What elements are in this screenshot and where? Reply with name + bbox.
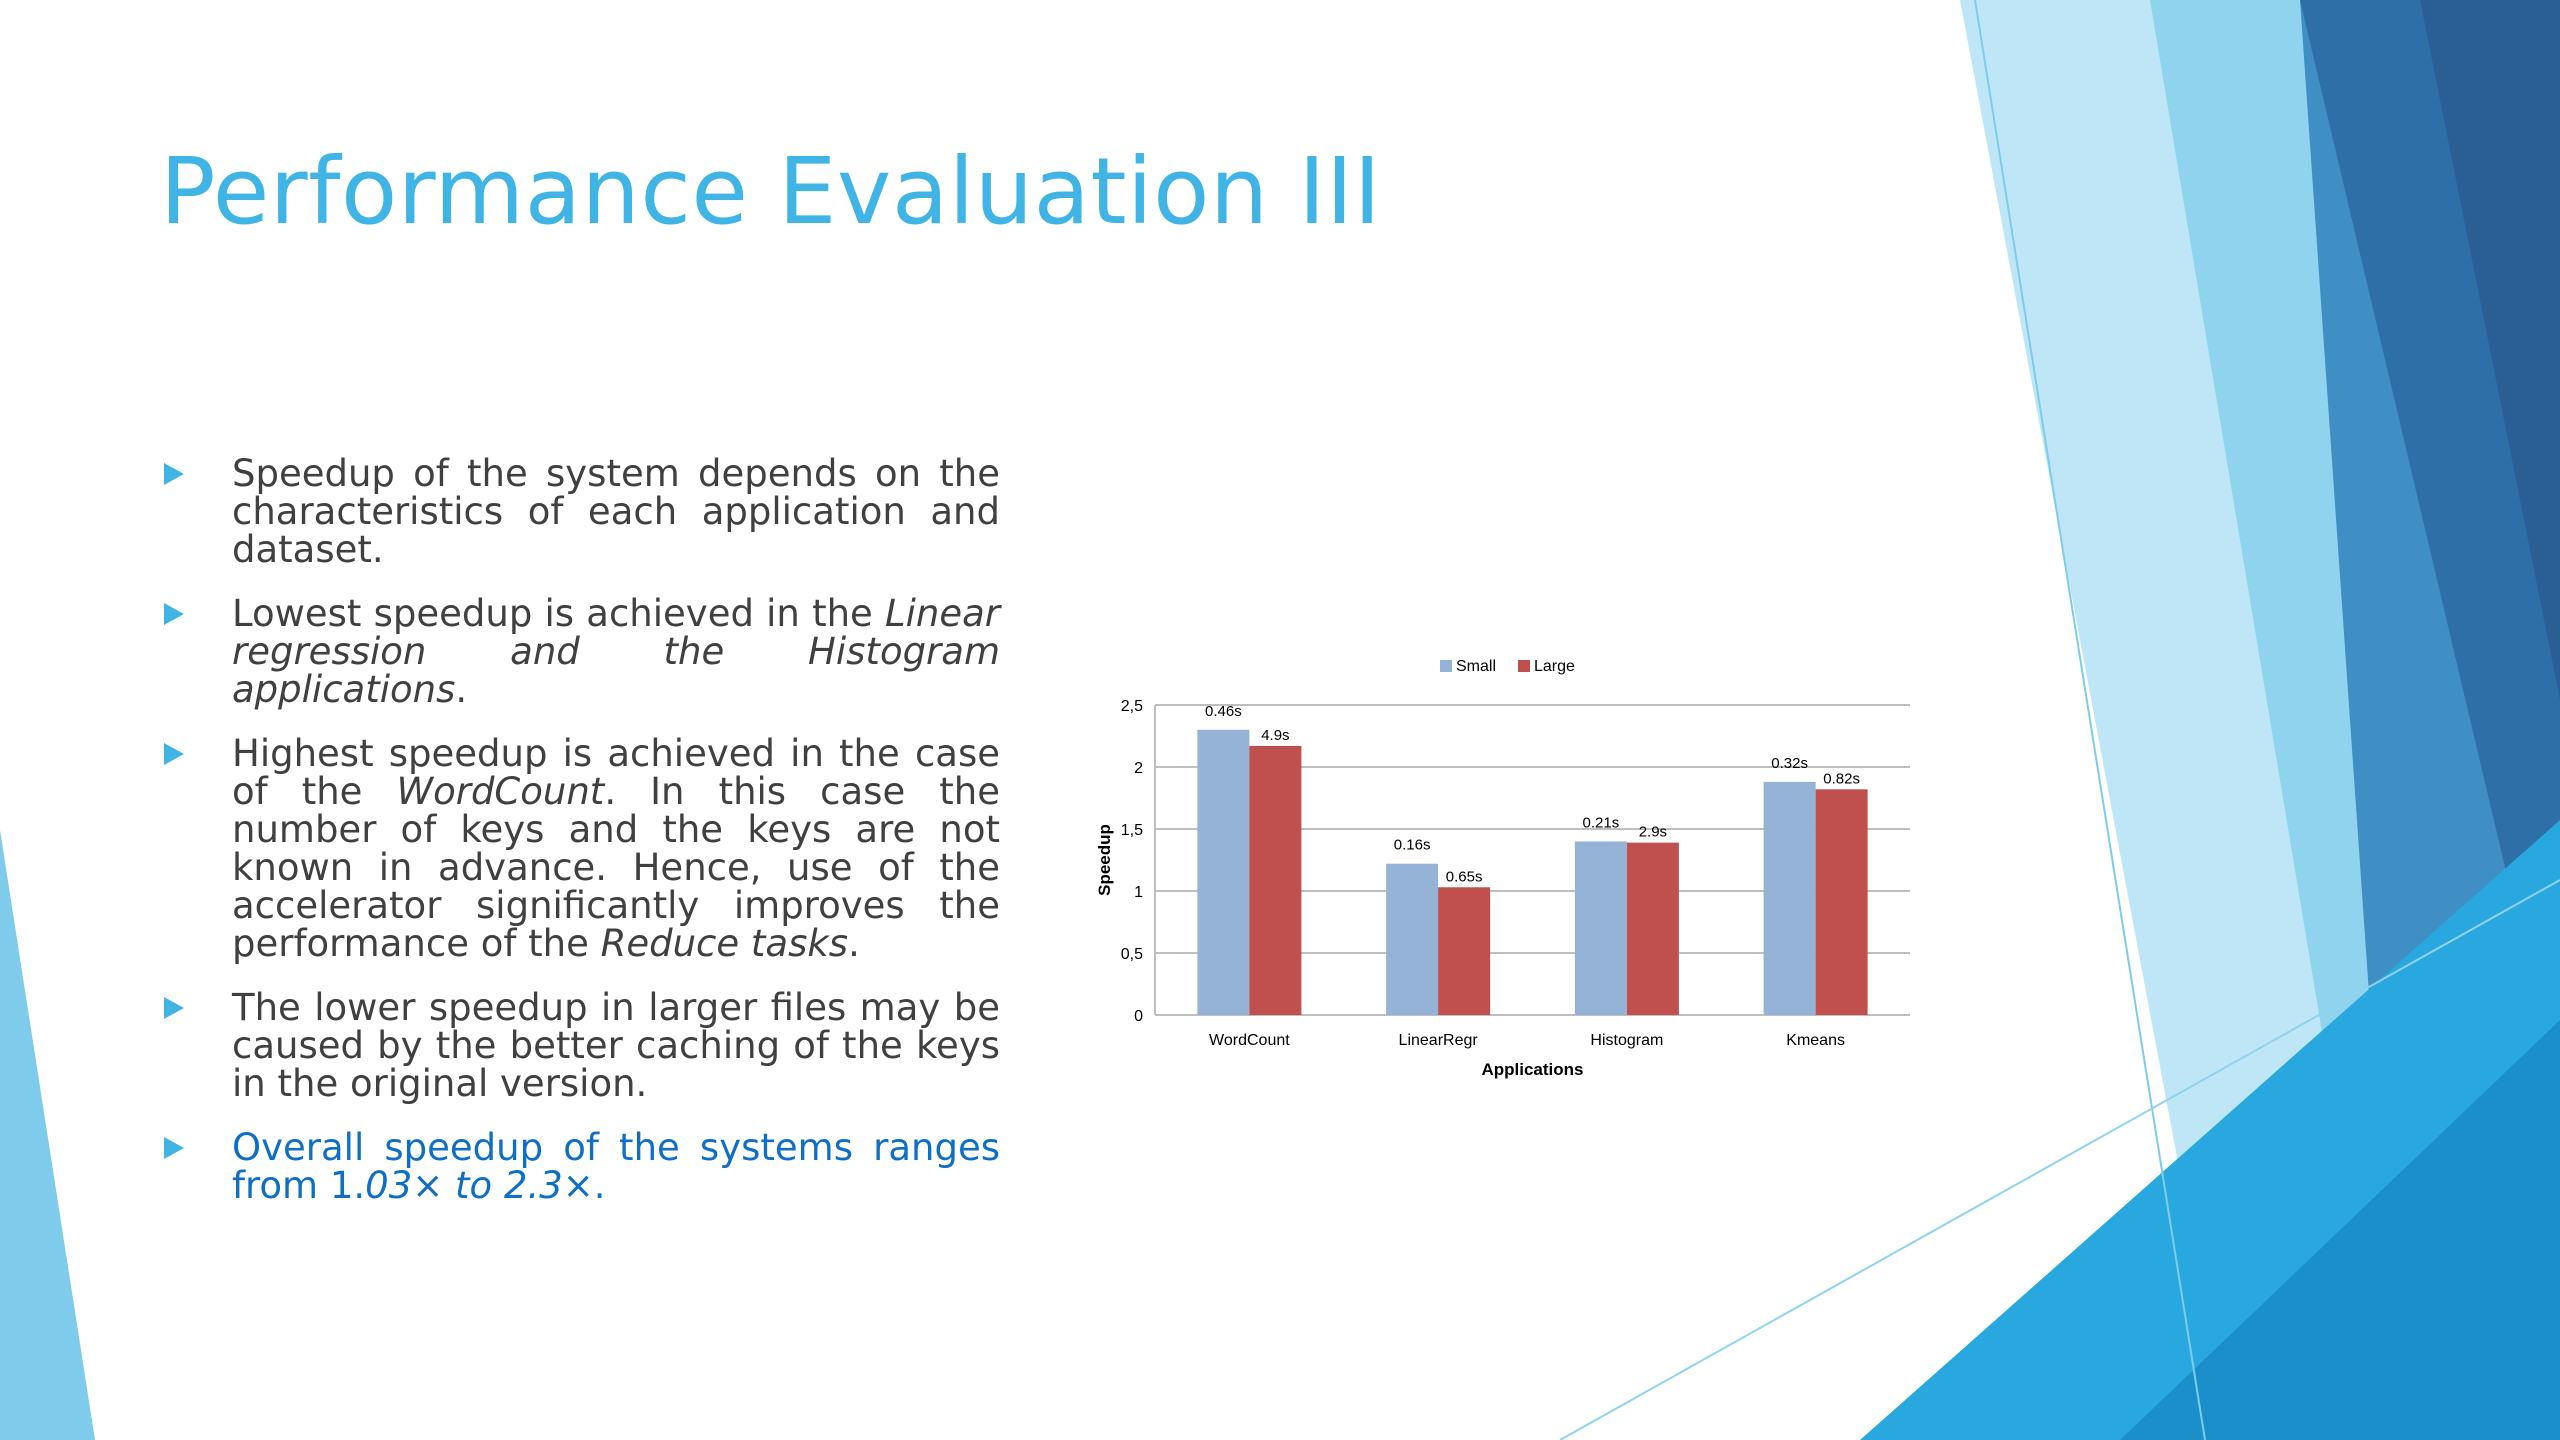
bullet-text: 03 [365,1164,413,1207]
bullet-item: Speedup of the system depends on the cha… [160,455,1000,569]
data-label: 0.82s [1823,770,1860,787]
bullet-arrow-icon [164,997,184,1019]
bar-small [1763,781,1816,1015]
bullet-text: . [848,922,860,965]
bullet-arrow-icon [164,1137,184,1159]
bar-small [1574,841,1627,1015]
bar-large [1249,745,1302,1015]
legend-label: Large [1534,658,1575,675]
y-tick-label: 2 [1134,760,1143,777]
bullet-text: × [412,1164,456,1207]
bullet-text: . In this case the number of keys and th… [232,770,1000,965]
data-label: 4.9s [1261,727,1289,744]
legend-label: Small [1456,658,1496,675]
data-label: 0.21s [1583,814,1620,831]
bullet-item: The lower speedup in larger files may be… [160,989,1000,1103]
bullet-text: Reduce tasks [600,922,849,965]
bullet-item: Overall speedup of the systems ranges fr… [160,1129,1000,1205]
bullet-text: WordCount [396,770,605,813]
bullet-text: Overall speedup of the systems ranges fr… [232,1126,1000,1207]
bar-small [1386,863,1439,1015]
x-tick-label: Histogram [1590,1032,1663,1049]
bullet-arrow-icon [164,463,184,485]
bullet-text: Lowest speedup is achieved in the [232,592,885,635]
data-label: 0.32s [1771,755,1808,772]
y-tick-label: 2,5 [1121,698,1143,715]
bullet-text: Highest speedup is achieved in the case … [232,732,1000,813]
y-tick-label: 1 [1134,884,1143,901]
y-tick-label: 0 [1134,1008,1143,1025]
bullet-text: ×. [562,1164,606,1207]
bar-large [1438,887,1491,1015]
legend-swatch [1440,660,1452,672]
bullet-text: . [455,668,468,711]
bullet-list: Speedup of the system depends on the cha… [160,455,1000,1231]
bullet-text: The lower speedup in larger files may be… [232,986,1000,1105]
y-axis-title: Speedup [1095,824,1114,896]
y-tick-label: 0,5 [1121,946,1143,963]
legend-swatch [1518,660,1530,672]
bar-large [1626,842,1679,1015]
bullet-text: Linear regression and the Histogram appl… [232,592,1000,711]
bar-large [1815,789,1868,1015]
bullet-arrow-icon [164,603,184,625]
x-tick-label: WordCount [1209,1032,1290,1049]
speedup-bar-chart: 0 0,5 1 1,5 2 2,5 0.46s 4.9s WordCount 0.16s 0.65s… [1095,658,1910,1079]
x-tick-label: LinearRegr [1399,1032,1479,1049]
bullet-text: to 2.3 [455,1164,563,1207]
data-label: 2.9s [1639,824,1667,841]
data-label: 0.65s [1446,868,1483,885]
x-tick-label: Kmeans [1786,1032,1845,1049]
bullet-text: Speedup of the system depends on the cha… [232,452,1000,571]
bullet-item: Highest speedup is achieved in the case … [160,735,1000,963]
bullet-arrow-icon [164,743,184,765]
bar-small [1197,729,1250,1015]
x-axis-title: Applications [1481,1060,1583,1079]
slide-title: Performance Evaluation III [160,138,1382,245]
data-label: 0.46s [1205,703,1242,720]
data-label: 0.16s [1394,837,1431,854]
y-tick-label: 1,5 [1121,822,1143,839]
bullet-item: Lowest speedup is achieved in the Linear… [160,595,1000,709]
